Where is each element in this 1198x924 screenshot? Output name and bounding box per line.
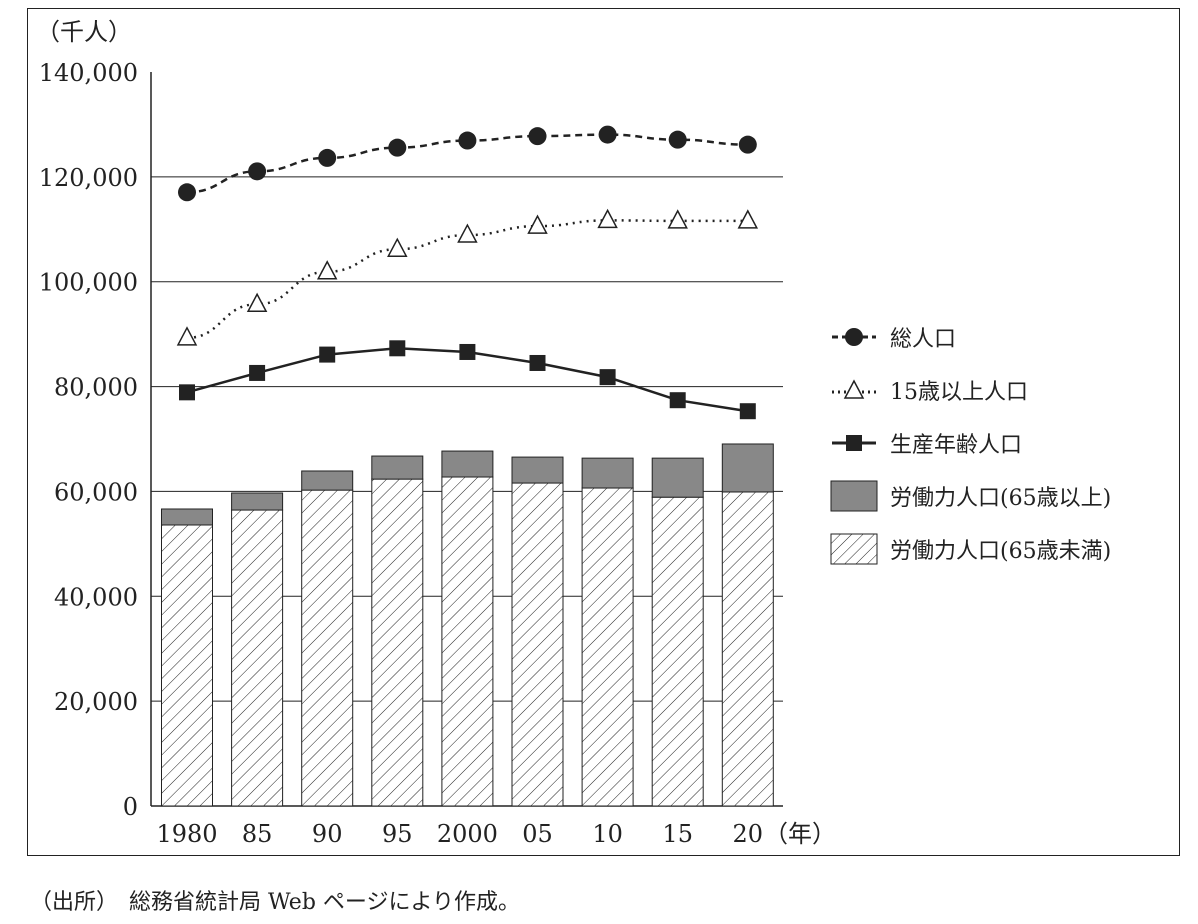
point-working-age — [669, 392, 686, 409]
bar-labor-65plus — [511, 456, 564, 484]
bar-labor-65plus — [371, 455, 424, 480]
bar-labor-65plus — [441, 450, 494, 478]
y-tick-label: 60,000 — [54, 478, 138, 506]
point-total-population — [248, 162, 267, 181]
point-pop-15plus — [176, 326, 198, 346]
point-total-population — [598, 125, 617, 144]
bar-labor-under65 — [511, 482, 564, 807]
bar-labor-65plus — [581, 457, 634, 489]
y-tick-label: 120,000 — [39, 164, 138, 192]
point-pop-15plus — [316, 260, 338, 280]
x-tick-label: 1980 — [156, 820, 217, 848]
point-working-age — [179, 384, 195, 401]
x-tick-label: 85 — [242, 820, 273, 848]
y-tick-label: 20,000 — [54, 688, 138, 716]
x-tick-label: 90 — [312, 820, 343, 848]
point-total-population — [388, 138, 407, 157]
point-pop-15plus — [667, 209, 688, 229]
bar-labor-under65 — [371, 478, 424, 807]
bar-labor-under65 — [651, 496, 704, 807]
legend-square-marker-icon — [832, 434, 876, 451]
bar-labor-65plus — [721, 443, 774, 493]
y-tick-label: 80,000 — [54, 374, 138, 402]
x-tick-label: 05 — [522, 820, 553, 848]
y-tick-label: 40,000 — [54, 583, 138, 611]
legend-total: 総人口 — [830, 310, 1111, 363]
bar-labor-65plus — [161, 508, 213, 526]
bar-labor-65plus — [231, 492, 284, 511]
y-tick-label: 0 — [123, 793, 138, 821]
bar-labor-65plus — [301, 470, 354, 491]
legend: 総人口 15歳以上人口 生産年齢人口 労働力人口(65歳以上) 労働力人口(65… — [830, 310, 1111, 575]
x-tick-label: 20 — [733, 820, 764, 848]
bar-labor-under65 — [721, 491, 774, 807]
x-unit-label: （年） — [764, 820, 836, 848]
bar-labor-under65 — [161, 524, 213, 807]
legend-labor-65plus: 労働力人口(65歳以上) — [830, 469, 1111, 522]
bar-labor-65plus — [651, 457, 704, 498]
legend-triangle-marker-icon — [832, 378, 876, 399]
point-pop-15plus — [246, 292, 268, 313]
bar-labor-under65 — [231, 509, 284, 807]
line-total-population — [186, 133, 748, 194]
y-tick-label: 100,000 — [39, 269, 138, 297]
point-working-age — [739, 403, 756, 420]
bar-labor-under65 — [581, 487, 634, 807]
point-pop-15plus — [597, 208, 618, 229]
point-working-age — [249, 364, 266, 381]
y-unit-label: （千人） — [36, 18, 132, 46]
legend-15plus: 15歳以上人口 — [830, 363, 1111, 416]
point-working-age — [599, 369, 616, 386]
legend-hatch-box-icon — [830, 533, 878, 564]
x-tick-label: 95 — [382, 820, 413, 848]
point-working-age — [459, 343, 476, 360]
source-note: （出所） 総務省統計局 Web ページにより作成。 — [30, 890, 521, 915]
point-pop-15plus — [457, 223, 478, 243]
bar-labor-under65 — [441, 476, 494, 807]
point-working-age — [319, 346, 336, 363]
point-pop-15plus — [387, 237, 408, 257]
point-total-population — [738, 135, 757, 154]
x-tick-label: 2000 — [437, 820, 498, 848]
point-pop-15plus — [737, 209, 759, 229]
point-pop-15plus — [527, 214, 548, 234]
point-working-age — [529, 354, 546, 371]
chart-frame — [27, 8, 1180, 856]
point-total-population — [318, 148, 337, 167]
bar-labor-under65 — [301, 489, 354, 807]
point-total-population — [528, 127, 547, 146]
point-total-population — [668, 130, 687, 149]
point-total-population — [458, 131, 477, 150]
legend-gray-box-icon — [830, 480, 878, 511]
legend-working-age: 生産年齢人口 — [830, 416, 1111, 469]
legend-circle-marker-icon — [832, 327, 876, 346]
y-tick-label: 140,000 — [39, 59, 138, 87]
x-tick-label: 10 — [592, 820, 623, 848]
legend-labor-under65: 労働力人口(65歳未満) — [830, 522, 1111, 575]
point-working-age — [389, 340, 406, 357]
point-total-population — [178, 183, 196, 202]
x-tick-label: 15 — [662, 820, 693, 848]
